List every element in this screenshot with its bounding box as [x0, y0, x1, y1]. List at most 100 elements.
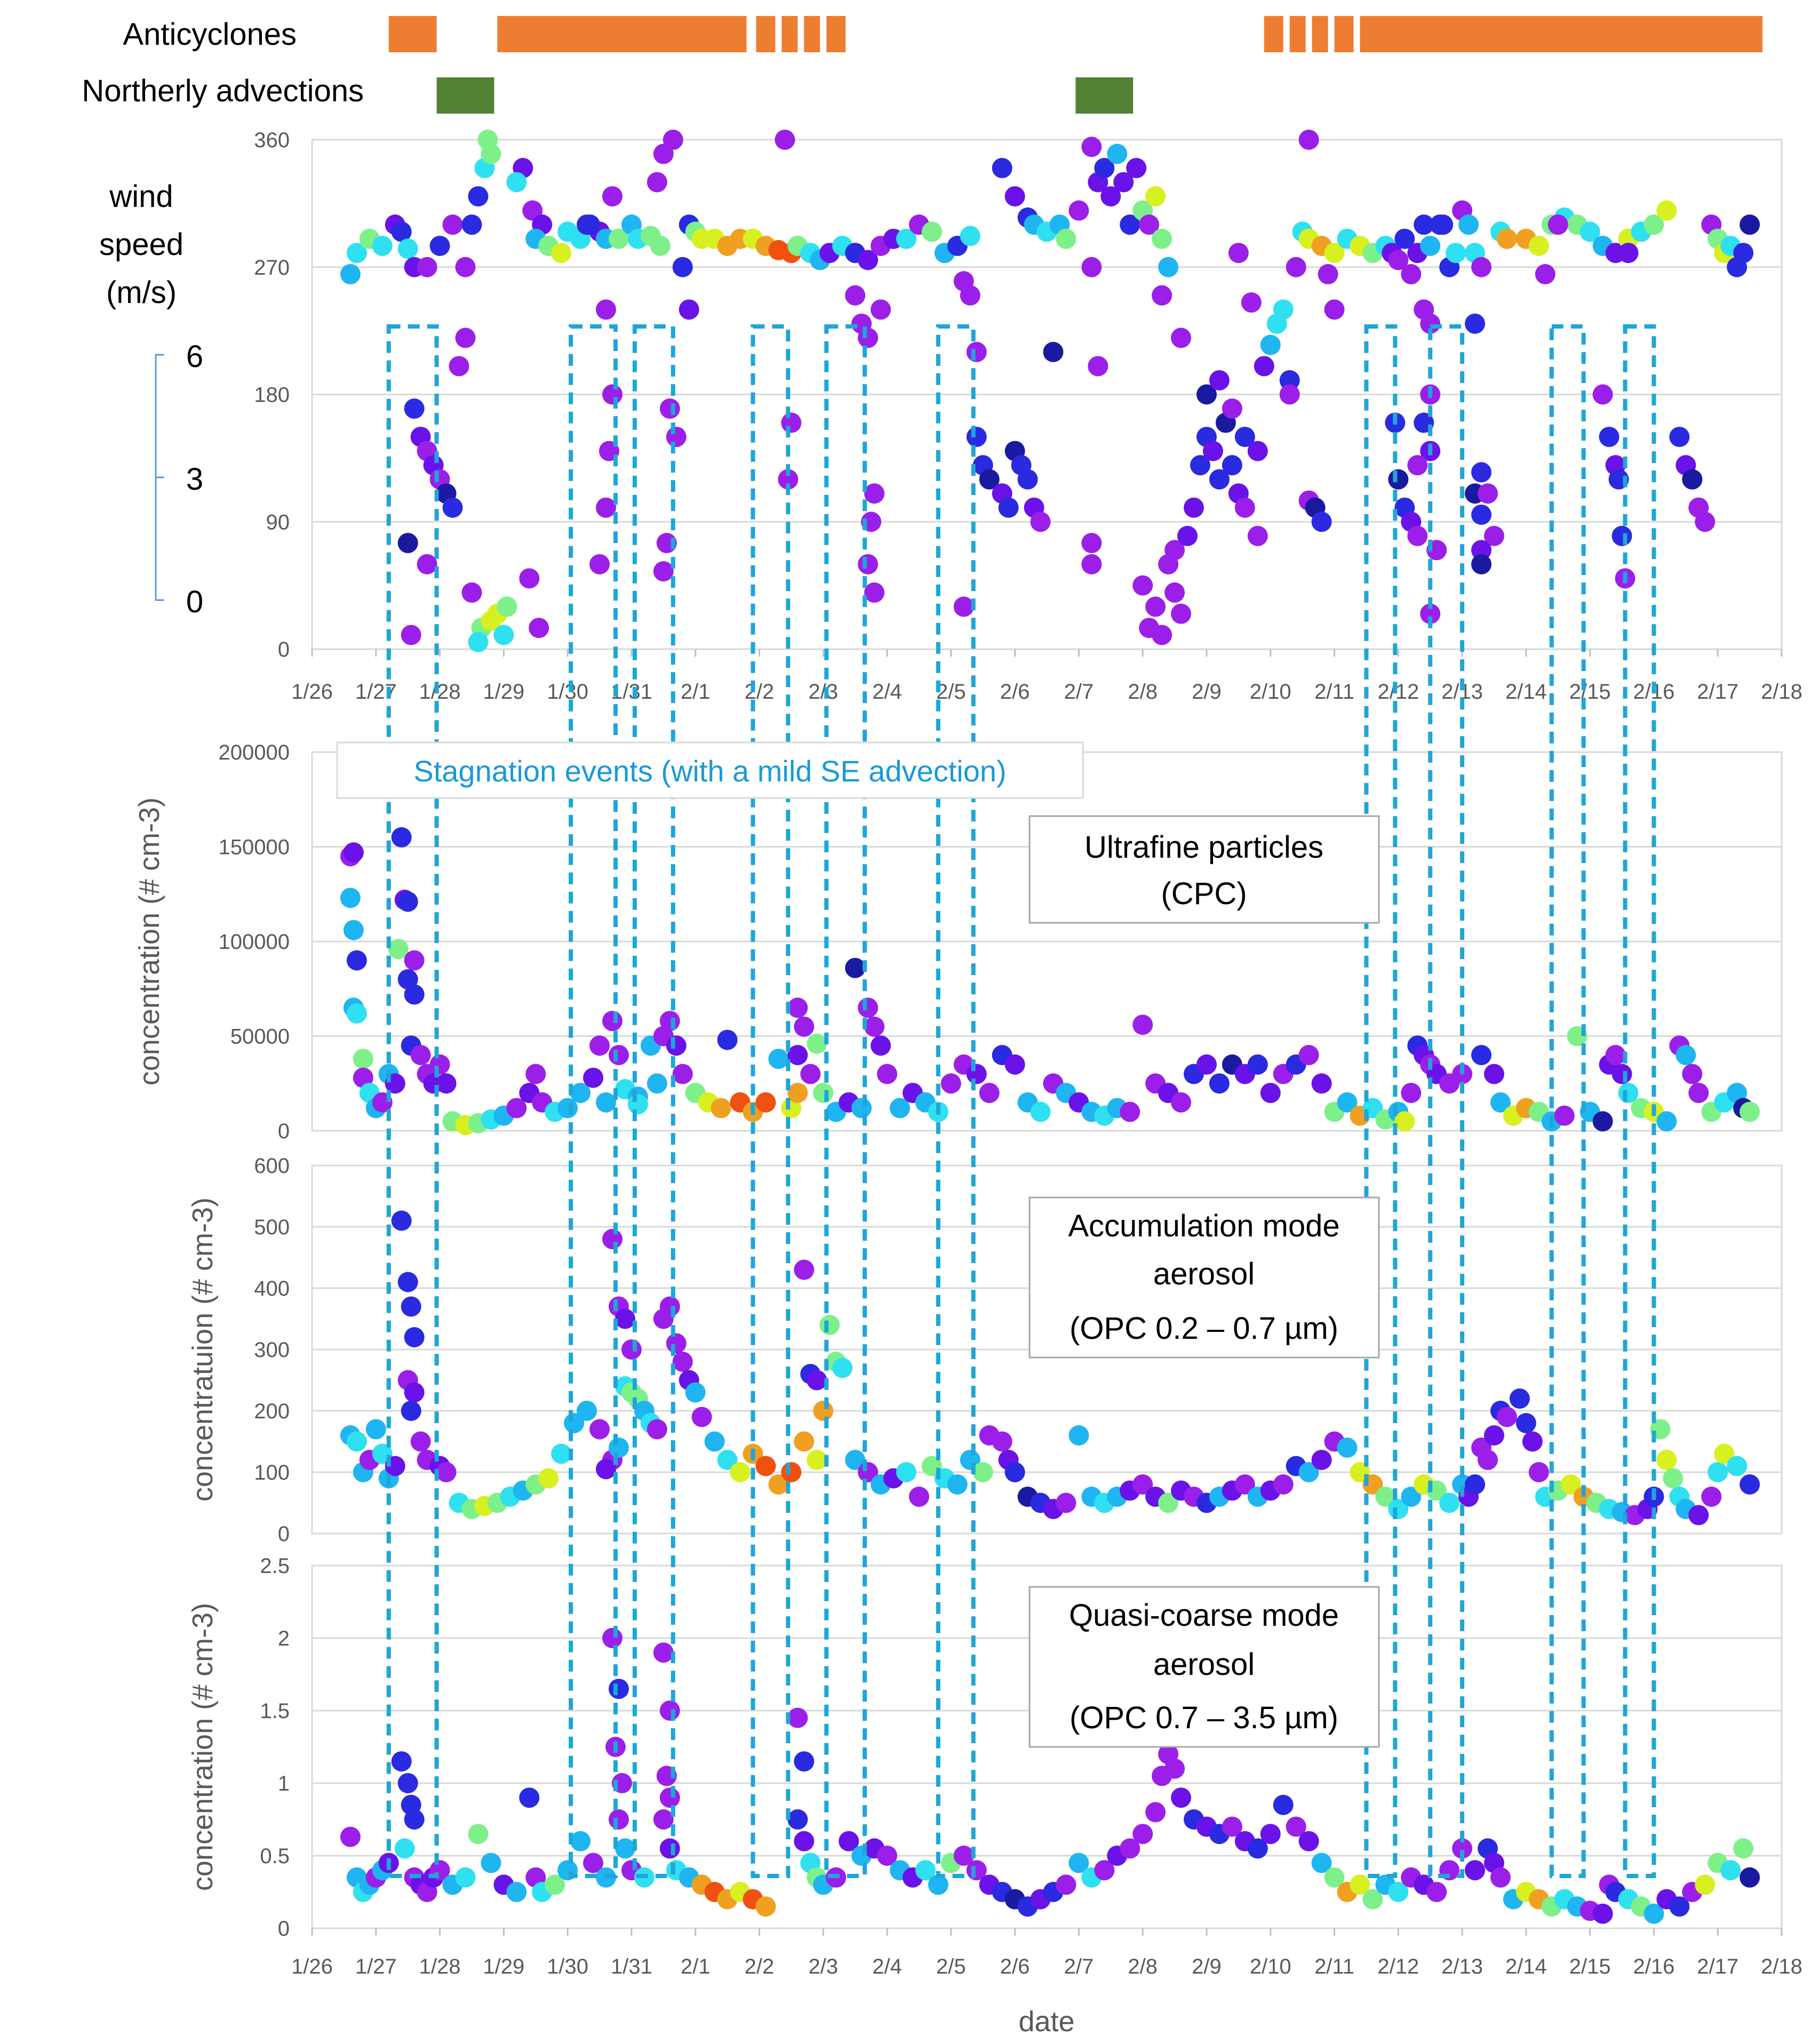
- data-point: [921, 221, 942, 242]
- annotation-coarse-line-3: (OPC 0.7 – 3.5 µm): [1070, 1700, 1338, 1735]
- data-point: [864, 1016, 885, 1037]
- data-point: [1298, 1831, 1319, 1851]
- data-point: [953, 596, 974, 617]
- data-point: [1388, 469, 1409, 490]
- data-point: [608, 1045, 629, 1065]
- data-point: [404, 1809, 425, 1830]
- data-point: [851, 1098, 872, 1119]
- data-point: [979, 1083, 1000, 1103]
- data-point: [1420, 313, 1441, 334]
- data-point: [890, 1098, 910, 1119]
- data-point: [608, 228, 629, 249]
- data-point: [506, 1098, 527, 1119]
- data-point: [1145, 596, 1166, 617]
- x-tick-label: 1/29: [483, 1955, 524, 1978]
- data-point: [1286, 257, 1306, 277]
- data-point: [1471, 257, 1492, 277]
- data-point: [1644, 214, 1664, 235]
- data-point: [794, 1831, 815, 1851]
- data-point: [653, 561, 674, 582]
- data-point: [1407, 455, 1428, 476]
- stagnation-boxes: [386, 324, 1656, 1878]
- x-tick-label: 2/1: [681, 680, 711, 704]
- wind-speed-label-2: speed: [99, 227, 184, 262]
- data-point: [602, 384, 623, 405]
- data-point: [1592, 1903, 1613, 1924]
- data-point: [404, 984, 425, 1005]
- data-point: [449, 356, 469, 377]
- data-point: [455, 1867, 476, 1888]
- data-point: [589, 554, 610, 574]
- data-point: [666, 1035, 687, 1056]
- data-point: [1081, 137, 1102, 157]
- data-point: [685, 1382, 706, 1403]
- data-point: [1107, 143, 1128, 164]
- data-point: [679, 299, 699, 320]
- data-point: [992, 1431, 1012, 1452]
- stagnation-label: Stagnation events (with a mild SE advect…: [413, 754, 1006, 788]
- data-point: [1740, 1867, 1760, 1888]
- data-point: [497, 596, 517, 617]
- data-point: [1030, 512, 1051, 532]
- data-point: [1695, 1874, 1716, 1895]
- data-point: [864, 483, 885, 504]
- data-point: [832, 1358, 853, 1378]
- data-point: [1247, 1054, 1268, 1075]
- data-point: [468, 1824, 489, 1845]
- data-point: [877, 1846, 898, 1866]
- data-point: [1458, 214, 1479, 235]
- data-point: [1727, 1456, 1748, 1476]
- data-point: [1056, 1874, 1076, 1895]
- data-point: [813, 1401, 834, 1421]
- x-tick-label: 2/17: [1697, 1955, 1738, 1978]
- data-point: [589, 1035, 610, 1056]
- data-point: [545, 1874, 565, 1895]
- y-axis-title-coarse: concentration (# cm-3): [187, 1603, 219, 1891]
- data-point: [1088, 356, 1108, 377]
- data-point: [1401, 1487, 1422, 1507]
- data-point: [596, 497, 616, 518]
- data-point: [1158, 1492, 1179, 1513]
- data-point: [551, 1443, 572, 1464]
- data-point: [1599, 427, 1619, 448]
- x-tick-label: 2/10: [1250, 680, 1291, 704]
- data-point: [1209, 370, 1230, 390]
- y-tick-label: 200000: [219, 741, 290, 764]
- x-tick-label: 2/11: [1314, 1955, 1354, 1978]
- stagnation-event-box: [632, 324, 675, 1878]
- data-point: [394, 1838, 415, 1859]
- data-point: [1247, 441, 1268, 461]
- x-tick-label: 2/7: [1064, 1955, 1094, 1978]
- data-point: [343, 842, 364, 863]
- data-point: [1222, 398, 1242, 419]
- data-point: [858, 997, 879, 1018]
- x-tick-label: 2/14: [1505, 680, 1547, 704]
- data-point: [1094, 1860, 1115, 1881]
- data-point: [1528, 235, 1549, 256]
- data-point: [1043, 341, 1064, 362]
- data-point: [1592, 384, 1613, 405]
- data-point: [1471, 1045, 1492, 1065]
- data-point: [972, 1462, 993, 1482]
- annotation-ultrafine: Ultrafine particles (CPC): [1028, 815, 1380, 924]
- x-tick-label: 1/28: [419, 1955, 461, 1978]
- y-tick-label: 100000: [219, 930, 290, 954]
- data-point: [1656, 200, 1677, 221]
- data-point: [672, 257, 693, 277]
- data-point: [397, 1773, 418, 1793]
- data-point: [1177, 525, 1198, 546]
- data-point: [1337, 1092, 1358, 1113]
- x-tick-label: 1/30: [547, 1955, 588, 1978]
- stagnation-event-box: [1549, 324, 1586, 1878]
- data-point: [896, 228, 916, 249]
- data-point: [1688, 1083, 1709, 1103]
- data-point: [589, 1419, 610, 1440]
- data-point: [391, 221, 412, 242]
- data-point: [583, 1067, 604, 1088]
- gridlines-wind: [312, 266, 1782, 523]
- data-point: [461, 582, 482, 603]
- y-tick-label: 360: [254, 129, 290, 152]
- data-point: [1298, 130, 1319, 150]
- annotation-accumulation-line-3: (OPC 0.2 – 0.7 µm): [1070, 1311, 1338, 1346]
- data-point: [1234, 427, 1255, 448]
